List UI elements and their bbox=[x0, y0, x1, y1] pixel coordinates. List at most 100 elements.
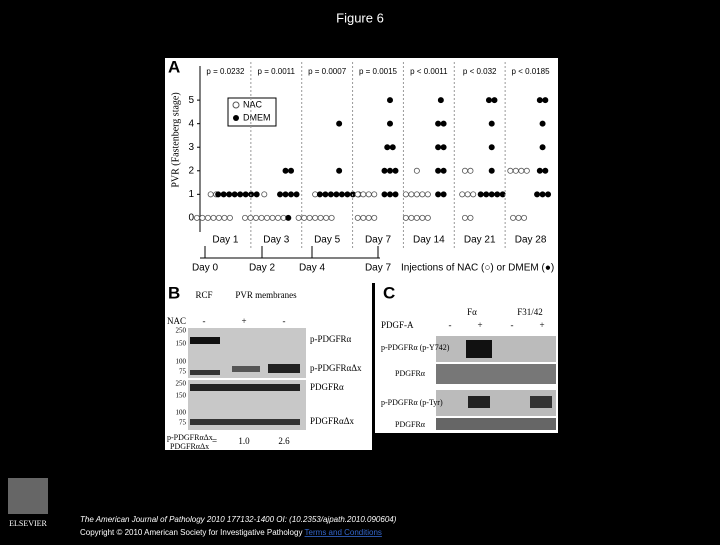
marker: 150 bbox=[176, 340, 187, 348]
nac-dot bbox=[365, 191, 372, 198]
dmem-dot bbox=[282, 191, 289, 198]
dmem-dot bbox=[344, 191, 351, 198]
dmem-dot bbox=[336, 167, 343, 174]
band bbox=[468, 396, 490, 408]
dmem-dot bbox=[316, 191, 323, 198]
nac-dot bbox=[210, 214, 217, 221]
injection-day: Day 4 bbox=[299, 263, 326, 274]
p-value: p = 0.0007 bbox=[308, 67, 347, 76]
marker: 250 bbox=[176, 327, 187, 335]
dmem-dot bbox=[293, 191, 300, 198]
nac-dot bbox=[413, 191, 420, 198]
dmem-dot bbox=[536, 97, 543, 104]
lane-group: RCF bbox=[195, 290, 212, 300]
dmem-dot bbox=[392, 167, 399, 174]
dmem-dot bbox=[336, 120, 343, 127]
dmem-dot bbox=[381, 167, 388, 174]
equals: = bbox=[212, 436, 217, 446]
dmem-dot bbox=[494, 191, 501, 198]
dmem-dot bbox=[253, 191, 260, 198]
nac-dot bbox=[459, 191, 466, 198]
nac-dot bbox=[402, 214, 409, 221]
p-value: p < 0.0011 bbox=[410, 67, 448, 76]
marker: 100 bbox=[176, 358, 187, 366]
nac-dot bbox=[207, 191, 214, 198]
marker: 100 bbox=[176, 409, 187, 417]
nac-dot bbox=[215, 214, 222, 221]
copyright-text: Copyright © 2010 American Society for In… bbox=[80, 528, 302, 537]
panel-label: C bbox=[383, 283, 395, 302]
dmem-dot bbox=[282, 167, 289, 174]
day-label: Day 3 bbox=[263, 235, 290, 246]
injection-day: Day 7 bbox=[365, 263, 392, 274]
dmem-dot bbox=[389, 144, 396, 151]
nac-dot bbox=[226, 214, 233, 221]
band bbox=[190, 384, 300, 391]
row-label: PDGFRα bbox=[395, 420, 426, 429]
dmem-dot bbox=[435, 167, 442, 174]
dmem-dot bbox=[237, 191, 244, 198]
nac-dot bbox=[264, 214, 271, 221]
dmem-dot bbox=[491, 97, 498, 104]
nac-dot bbox=[306, 214, 313, 221]
nac-dot bbox=[204, 214, 211, 221]
nac-dot bbox=[408, 214, 415, 221]
dmem-dot bbox=[440, 167, 447, 174]
band bbox=[232, 366, 260, 372]
panel-label: B bbox=[168, 283, 180, 302]
dmem-dot bbox=[488, 191, 495, 198]
dmem-dot bbox=[440, 191, 447, 198]
dmem-dot bbox=[542, 167, 549, 174]
lane-group: F31/42 bbox=[517, 307, 543, 317]
nac-dot bbox=[193, 214, 200, 221]
citation: The American Journal of Pathology 2010 1… bbox=[80, 515, 397, 524]
nac-dot bbox=[269, 214, 276, 221]
dmem-dot bbox=[231, 191, 238, 198]
terms-link[interactable]: Terms and Conditions bbox=[305, 528, 382, 537]
nac-dot bbox=[507, 167, 514, 174]
nac-dot bbox=[461, 167, 468, 174]
sign: + bbox=[241, 316, 246, 326]
ratio: 2.6 bbox=[278, 436, 290, 446]
p-value: p = 0.0015 bbox=[359, 67, 398, 76]
y-axis-label: PVR (Fastenberg stage) bbox=[170, 92, 181, 187]
day-label: Day 14 bbox=[413, 235, 445, 246]
dmem-dot bbox=[440, 120, 447, 127]
nac-dot bbox=[301, 214, 308, 221]
nac-dot bbox=[467, 214, 474, 221]
nac-dot bbox=[275, 214, 282, 221]
dmem-dot bbox=[333, 191, 340, 198]
dmem-dot bbox=[322, 191, 329, 198]
ratio-bottom: PDGFRαΔx bbox=[170, 442, 209, 451]
nac-dot bbox=[512, 167, 519, 174]
copyright: Copyright © 2010 American Society for In… bbox=[80, 528, 382, 537]
band-label: PDGFRα bbox=[310, 382, 344, 392]
nac-dot bbox=[424, 191, 431, 198]
nac-dot bbox=[424, 214, 431, 221]
dmem-dot bbox=[539, 191, 546, 198]
row-label: p-PDGFRα (p-Tyr) bbox=[381, 398, 443, 407]
nac-dot bbox=[253, 214, 260, 221]
sign: + bbox=[539, 320, 544, 330]
row-label: NAC bbox=[167, 316, 186, 326]
dmem-dot bbox=[483, 191, 490, 198]
band-label: PDGFRαΔx bbox=[310, 416, 355, 426]
dmem-dot bbox=[539, 144, 546, 151]
nac-dot bbox=[365, 214, 372, 221]
dmem-dot bbox=[386, 97, 393, 104]
dmem-dot bbox=[545, 191, 552, 198]
dmem-dot bbox=[542, 97, 549, 104]
band-label: p-PDGFRα bbox=[310, 334, 352, 344]
title: Figure 6 bbox=[336, 10, 384, 25]
dmem-dot bbox=[381, 191, 388, 198]
band bbox=[530, 396, 552, 408]
y-tick-label: 1 bbox=[188, 189, 194, 200]
band bbox=[190, 337, 220, 344]
y-tick-label: 2 bbox=[188, 165, 194, 176]
band bbox=[268, 364, 300, 373]
dmem-dot bbox=[488, 120, 495, 127]
dmem-dot bbox=[386, 167, 393, 174]
row-label: PDGF-A bbox=[381, 320, 414, 330]
dmem-dot bbox=[488, 144, 495, 151]
